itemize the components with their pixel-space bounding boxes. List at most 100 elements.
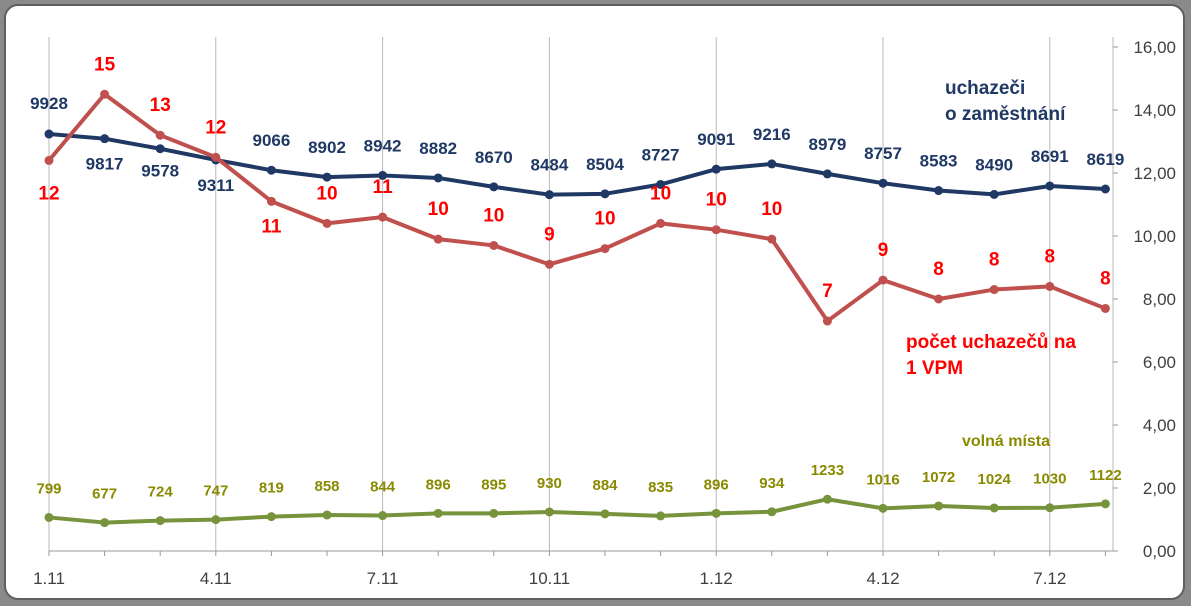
data-point: [100, 134, 110, 144]
data-point: [544, 190, 554, 200]
data-label: 9817: [86, 155, 124, 174]
data-label: 8619: [1086, 150, 1124, 169]
data-label: 8691: [1031, 147, 1069, 166]
y-tick-label: 6,00: [1143, 353, 1176, 372]
data-label: 8: [989, 250, 1000, 271]
data-label: 10: [316, 183, 337, 204]
data-point: [711, 508, 721, 518]
data-point: [378, 511, 388, 521]
data-label: 8: [1045, 246, 1056, 267]
y-tick-label: 4,00: [1143, 416, 1176, 435]
data-label: 9578: [141, 162, 179, 181]
data-label: 8882: [419, 139, 457, 158]
data-label: 8757: [864, 144, 902, 163]
plot-area: 1.11 4.11 7.11 10.11 1.12 4.12 7.12 0,00 2,00 4,0…: [4, 4, 1185, 600]
data-point: [544, 259, 554, 269]
data-point: [44, 155, 54, 165]
data-label: 8942: [364, 136, 402, 155]
data-label: 8504: [586, 155, 624, 174]
y-tick-label: 16,00: [1133, 38, 1176, 57]
series-name-label: o zaměstnání: [945, 104, 1066, 125]
data-point: [1045, 503, 1055, 513]
data-point: [711, 225, 721, 235]
data-point: [878, 178, 888, 188]
data-point: [266, 512, 276, 522]
data-label: 9928: [30, 94, 68, 113]
chart-content: 1.11 4.11 7.11 10.11 1.12 4.12 7.12 0,00 2,00 4,0…: [30, 37, 1176, 588]
data-label: 858: [314, 478, 339, 495]
data-label: 8670: [475, 148, 513, 167]
data-point: [767, 159, 777, 169]
x-tick-label: 4.12: [866, 569, 899, 588]
data-label: 9311: [197, 176, 234, 195]
y-tick-label: 14,00: [1133, 101, 1176, 120]
data-label: 1072: [922, 469, 955, 486]
data-label: 8583: [920, 152, 958, 171]
x-tick-label: 1.12: [700, 569, 733, 588]
data-point: [433, 173, 443, 183]
x-tick-label: 1.11: [33, 569, 65, 588]
data-label: 8: [1100, 268, 1111, 289]
data-point: [100, 89, 110, 99]
data-point: [322, 172, 332, 182]
series-name-label: uchazeči: [945, 78, 1025, 99]
data-point: [155, 144, 165, 154]
data-label: 9: [544, 224, 555, 245]
x-tick-label: 4.11: [200, 569, 232, 588]
data-point: [989, 285, 999, 295]
data-label: 1030: [1033, 471, 1066, 488]
data-point: [878, 275, 888, 285]
y-tick-label: 10,00: [1133, 227, 1176, 246]
data-label: 1122: [1089, 467, 1122, 484]
data-point: [1045, 281, 1055, 291]
series-line: [48, 497, 1106, 525]
data-label: 8979: [808, 135, 846, 154]
data-point: [489, 182, 499, 192]
line-chart: 1.11 4.11 7.11 10.11 1.12 4.12 7.12 0,00 2,00 4,0…: [30, 37, 1176, 588]
data-label: 10: [761, 199, 782, 220]
data-point: [656, 218, 666, 228]
data-label: 12: [205, 117, 226, 138]
data-label: 677: [92, 486, 117, 503]
x-tick-label: 10.11: [529, 569, 570, 588]
data-point: [322, 510, 332, 520]
data-point: [155, 130, 165, 140]
data-point: [822, 169, 832, 179]
data-label: 9216: [753, 125, 791, 144]
data-label: 8902: [308, 138, 346, 157]
data-point: [711, 164, 721, 174]
data-point: [822, 494, 832, 504]
data-point: [767, 234, 777, 244]
data-point: [322, 218, 332, 228]
series-name-label: volná místa: [962, 433, 1050, 450]
data-point: [433, 234, 443, 244]
y-tick-label: 2,00: [1143, 479, 1176, 498]
data-point: [266, 196, 276, 206]
data-point: [1045, 181, 1055, 191]
data-point: [878, 503, 888, 513]
y-tick-label: 12,00: [1133, 164, 1176, 183]
data-point: [211, 152, 221, 162]
data-label: 895: [481, 476, 506, 493]
data-point: [656, 511, 666, 521]
data-label: 934: [759, 475, 785, 492]
series-name-label: 1 VPM: [906, 358, 963, 379]
data-label: 747: [203, 483, 228, 500]
data-point: [155, 516, 165, 526]
data-label: 896: [704, 476, 729, 493]
data-label: 10: [650, 183, 671, 204]
data-point: [266, 165, 276, 175]
y-tick-label: 0,00: [1143, 542, 1176, 561]
data-point: [934, 186, 944, 196]
data-label: 8484: [530, 156, 568, 175]
data-label: 7: [822, 281, 833, 302]
data-label: 896: [426, 476, 451, 493]
data-point: [600, 244, 610, 254]
data-label: 799: [36, 480, 61, 497]
data-label: 11: [373, 177, 394, 198]
data-label: 8: [933, 259, 944, 280]
data-label: 1016: [866, 471, 899, 488]
data-point: [1100, 184, 1110, 194]
data-point: [767, 507, 777, 517]
data-label: 1024: [978, 471, 1012, 488]
